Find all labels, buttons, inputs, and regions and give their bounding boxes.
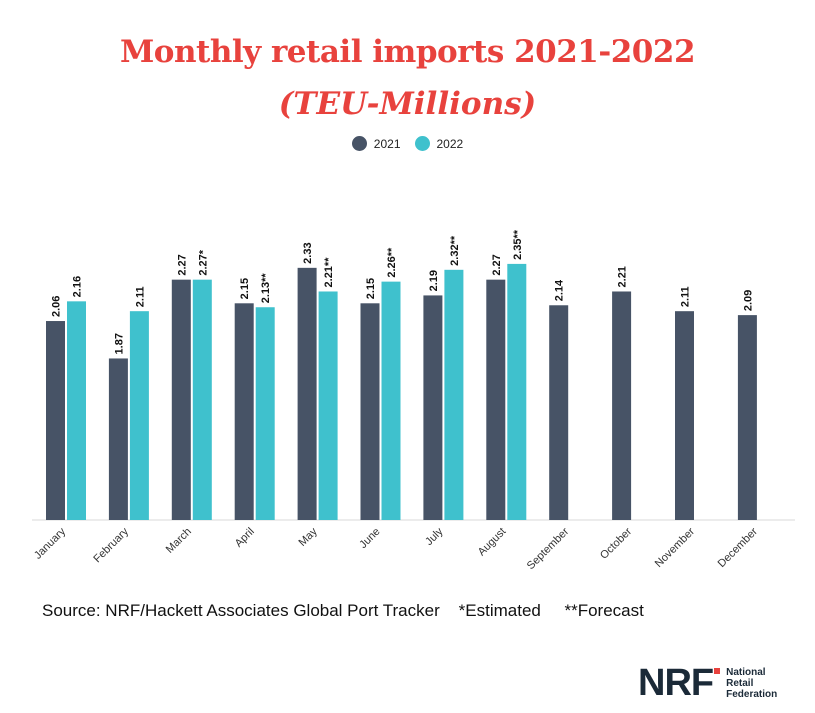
legend-item-2021: 2021 [351,136,401,151]
x-tick-label-november: November [653,525,698,570]
x-tick-label-march: March [164,526,194,556]
x-tick-label-august: August [476,526,509,559]
data-label-2021-march: 2.27 [176,254,188,275]
legend-label-2021: 2021 [373,136,401,151]
data-label-2021-july: 2.19 [428,270,440,291]
legend-item-2022: 2022 [414,136,464,151]
bar-2022-january [67,301,86,520]
bar-2021-may [297,267,317,520]
nrf-logo-text: National Retail Federation [726,666,778,700]
x-tick-label-april: April [233,526,257,550]
x-tick-label-september: September [525,525,572,572]
legend-label-2022: 2022 [436,136,464,151]
bar-2021-june [360,303,380,520]
data-label-2021-february: 1.87 [113,333,125,354]
bar-2021-september [549,305,569,520]
data-label-2022-february: 2.11 [134,286,146,307]
data-label-2021-september: 2.14 [554,279,566,301]
data-label-2021-may: 2.33 [302,242,314,263]
data-label-2022-june: 2.26** [386,247,398,278]
data-label-2021-august: 2.27 [491,254,503,275]
bar-2021-february [108,358,128,520]
bar-2021-july [423,295,443,520]
bar-2021-april [234,303,254,520]
bar-2022-april [255,307,275,520]
data-label-2021-april: 2.15 [239,278,251,299]
bar-2022-march [192,279,212,520]
data-label-2022-august: 2.35** [512,229,524,260]
legend-swatch-2022 [414,136,430,151]
data-label-2021-october: 2.21 [617,266,629,287]
bar-2022-june [381,281,401,520]
x-tick-label-june: June [357,526,382,551]
bar-2021-august [486,279,506,520]
bar-2022-february [129,311,149,520]
bar-2021-december [737,315,757,520]
bar-2021-january [46,321,65,520]
data-label-2022-july: 2.32** [449,235,461,266]
x-tick-label-january: January [32,525,69,562]
bar-chart: 2.06 2.16 January 1.87 2.11 February 2.27 2.27*… [32,229,795,572]
data-label-2021-november: 2.11 [680,286,692,307]
data-label-2022-january: 2.16 [72,276,84,297]
data-label-2021-december: 2.09 [742,290,754,311]
data-label-2021-june: 2.15 [365,278,377,299]
legend: 2021 2022 [0,136,815,151]
x-tick-label-july: July [423,525,446,548]
bar-2022-august [507,263,527,520]
legend-swatch-2021 [351,136,367,151]
nrf-logo-mark: NRF [638,664,721,702]
source-note: Source: NRF/Hackett Associates Global Po… [42,601,644,620]
x-tick-label-december: December [716,525,761,570]
bar-2021-october [612,291,632,520]
x-tick-label-may: May [297,525,321,549]
data-label-2022-april: 2.13** [260,273,272,304]
data-label-2021-january: 2.06 [51,296,63,317]
bar-2022-july [444,269,464,520]
chart-title: Monthly retail imports 2021-2022 [119,34,696,70]
bar-2022-may [318,291,338,520]
x-tick-label-october: October [598,525,634,561]
bar-2021-march [171,279,191,520]
x-tick-label-february: February [91,525,131,565]
data-label-2022-may: 2.21** [323,257,335,288]
data-label-2022-march: 2.27* [197,249,209,275]
chart-subtitle: (TEU-Millions) [278,86,537,122]
nrf-logo: NRF National Retail Federation [638,664,777,702]
bar-2021-november [675,311,694,520]
